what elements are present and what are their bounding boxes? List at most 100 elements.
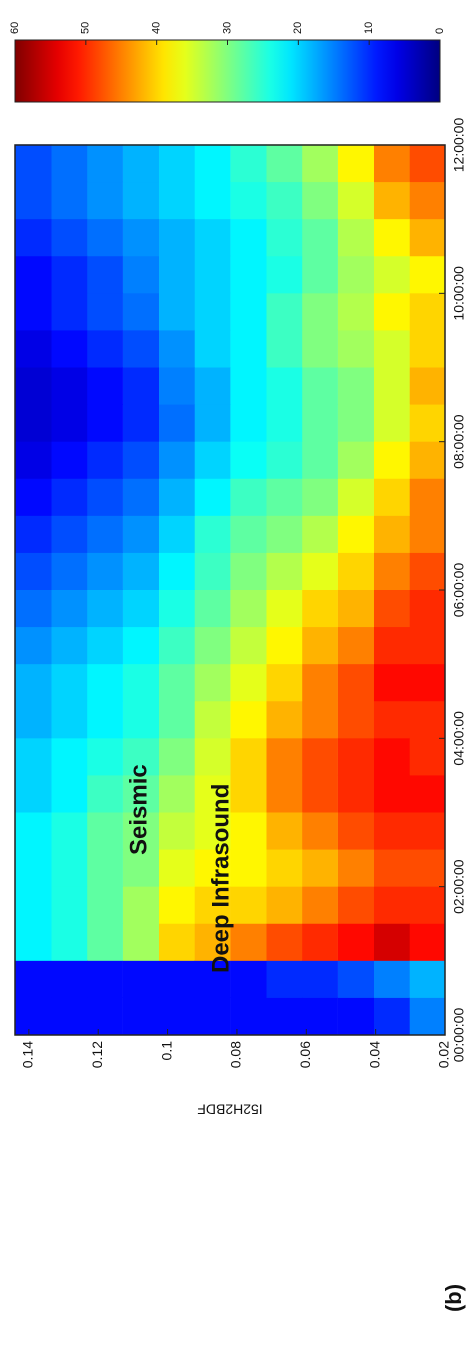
heatmap-cell xyxy=(15,663,52,702)
heatmap-cell xyxy=(337,515,374,553)
heatmap-cell xyxy=(122,441,159,479)
heatmap-cell xyxy=(15,700,52,739)
heatmap-cell xyxy=(373,886,410,924)
heatmap-cell xyxy=(337,663,374,702)
heatmap-cell xyxy=(301,848,338,887)
heatmap-cell xyxy=(86,811,123,850)
heatmap-cell xyxy=(230,848,267,887)
heatmap-cell xyxy=(50,366,88,405)
heatmap-cell xyxy=(122,144,159,183)
heatmap-cell xyxy=(194,589,231,628)
heatmap-cell xyxy=(158,886,195,924)
heatmap-cell xyxy=(230,589,267,628)
heatmap-cell xyxy=(301,886,338,924)
heatmap-cell xyxy=(86,848,123,887)
heatmap-cell xyxy=(122,737,159,776)
heatmap-cell xyxy=(50,552,88,590)
heatmap-cell xyxy=(373,663,410,702)
heatmap-cell xyxy=(158,923,195,961)
heatmap-cell xyxy=(194,923,231,961)
heatmap-cell xyxy=(194,848,231,887)
heatmap-cell xyxy=(86,589,123,628)
y-axis-label: I52H2BDF xyxy=(197,1101,262,1117)
heatmap-cell xyxy=(194,181,231,220)
heatmap-cell xyxy=(50,774,88,813)
heatmap-cell xyxy=(50,329,88,368)
heatmap-cell xyxy=(265,181,303,220)
heatmap-cell xyxy=(15,366,52,405)
annotation: Seismic xyxy=(125,764,152,855)
heatmap-cell xyxy=(230,218,267,257)
heatmap-cell xyxy=(122,589,159,628)
heatmap-cell xyxy=(265,923,303,961)
heatmap-cell xyxy=(194,811,231,850)
heatmap-cell xyxy=(15,886,52,924)
heatmap-cell xyxy=(50,923,88,961)
heatmap-cell xyxy=(158,403,195,442)
heatmap-cell xyxy=(86,960,123,998)
heatmap-cell xyxy=(194,552,231,590)
heatmap-cell xyxy=(301,515,338,553)
heatmap-cell xyxy=(158,218,195,257)
heatmap-cell xyxy=(301,923,338,961)
heatmap-cell xyxy=(265,811,303,850)
heatmap-cell xyxy=(301,774,338,813)
heatmap-cell xyxy=(230,960,267,998)
heatmap-cell xyxy=(409,552,446,590)
heatmap-cell xyxy=(194,144,231,183)
heatmap-cell xyxy=(337,848,374,887)
heatmap-cell xyxy=(158,663,195,702)
heatmap-cell xyxy=(373,811,410,850)
heatmap-cell xyxy=(230,552,267,590)
heatmap-cell xyxy=(337,218,374,257)
heatmap-cell xyxy=(50,811,88,850)
heatmap-cell xyxy=(50,181,88,220)
colorbar-tick-label: 30 xyxy=(221,22,233,34)
heatmap-cell xyxy=(86,403,123,442)
heatmap-cell xyxy=(194,441,231,479)
heatmap-cell xyxy=(194,960,231,998)
heatmap-cell xyxy=(373,774,410,813)
heatmap-cell xyxy=(409,218,446,257)
heatmap-cell xyxy=(86,700,123,739)
heatmap-cell xyxy=(265,552,303,590)
heatmap-cell xyxy=(50,441,88,479)
heatmap-cell xyxy=(373,515,410,553)
heatmap-cell xyxy=(194,255,231,294)
heatmap-cell xyxy=(50,255,88,294)
heatmap-cell xyxy=(301,329,338,368)
heatmap-cell xyxy=(265,886,303,924)
heatmap-cell xyxy=(265,255,303,294)
heatmap-cell xyxy=(122,181,159,220)
heatmap-cell xyxy=(230,292,267,331)
heatmap-cell xyxy=(265,403,303,442)
heatmap-cell xyxy=(409,663,446,702)
heatmap-cell xyxy=(301,552,338,590)
y-tick-label: 0.08 xyxy=(228,1041,244,1068)
heatmap-cell xyxy=(265,960,303,998)
heatmap-cell xyxy=(86,774,123,813)
heatmap-cell xyxy=(409,403,446,442)
heatmap-cell xyxy=(194,997,231,1035)
heatmap-cell xyxy=(265,997,303,1035)
heatmap-cell xyxy=(158,960,195,998)
heatmap-cell xyxy=(15,737,52,776)
heatmap-cell xyxy=(122,663,159,702)
heatmap-cell xyxy=(301,663,338,702)
heatmap-cell xyxy=(86,737,123,776)
heatmap-cell xyxy=(337,292,374,331)
heatmap-cell xyxy=(86,478,123,516)
heatmap-cell xyxy=(158,181,195,220)
heatmap-cell xyxy=(301,441,338,479)
heatmap-cell xyxy=(409,960,446,998)
heatmap-cell xyxy=(230,255,267,294)
heatmap-cell xyxy=(409,589,446,628)
heatmap-cell xyxy=(194,403,231,442)
heatmap-cell xyxy=(337,811,374,850)
heatmap-cell xyxy=(50,515,88,553)
heatmap-cell xyxy=(301,403,338,442)
colorbar-tick-label: 60 xyxy=(9,22,21,34)
heatmap-cell xyxy=(158,329,195,368)
heatmap-cell xyxy=(409,478,446,516)
heatmap-cell xyxy=(301,255,338,294)
